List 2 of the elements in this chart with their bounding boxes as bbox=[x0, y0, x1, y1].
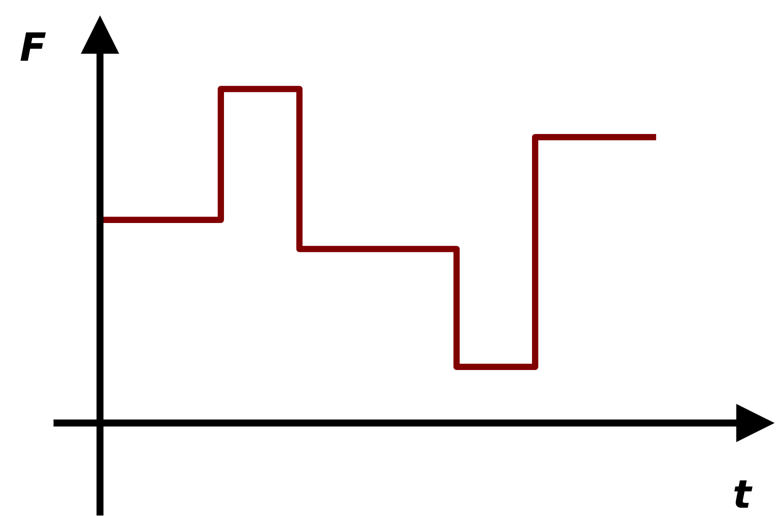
y-axis-title: F bbox=[20, 32, 46, 61]
x-axis-title: t bbox=[734, 480, 752, 508]
